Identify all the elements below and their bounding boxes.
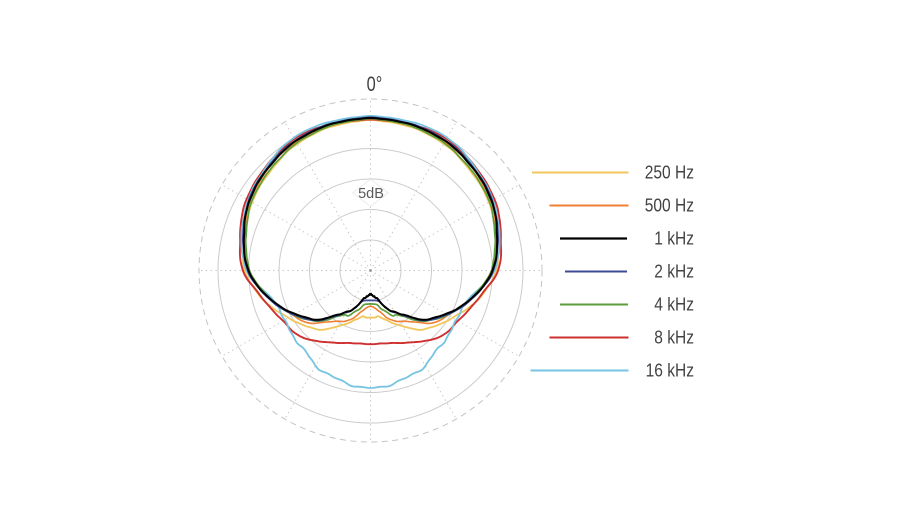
svg-text:1 kHz: 1 kHz (654, 228, 694, 249)
svg-text:500 Hz: 500 Hz (645, 195, 694, 216)
svg-text:5dB: 5dB (358, 186, 384, 202)
svg-text:2 kHz: 2 kHz (654, 261, 694, 282)
svg-text:8 kHz: 8 kHz (654, 327, 694, 348)
svg-text:250 Hz: 250 Hz (645, 162, 694, 183)
svg-text:16 kHz: 16 kHz (646, 360, 694, 381)
svg-text:0°: 0° (367, 72, 383, 95)
svg-text:4 kHz: 4 kHz (654, 294, 694, 315)
